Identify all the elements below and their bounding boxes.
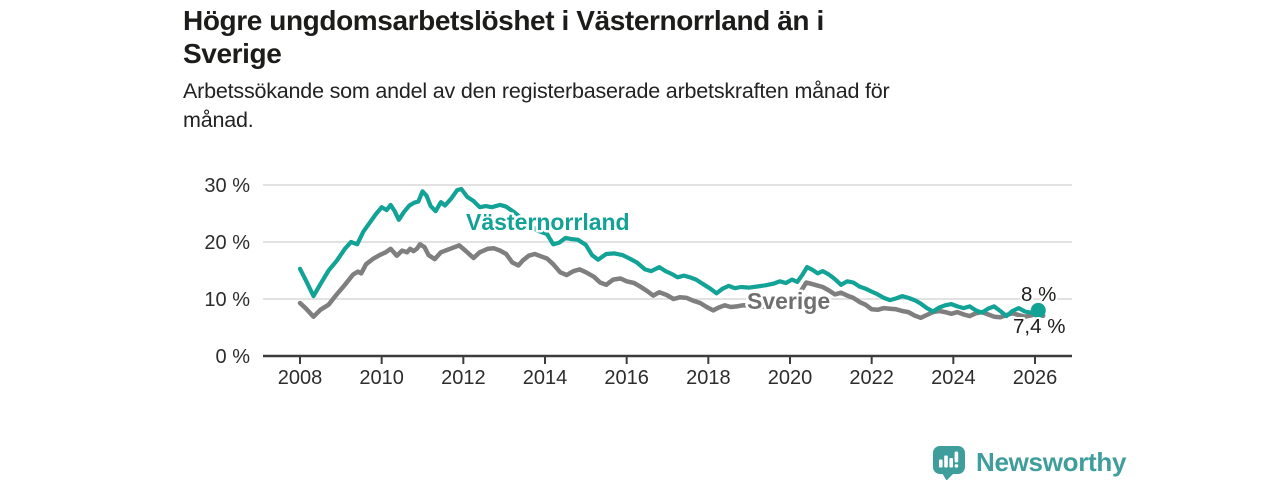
newsworthy-logo: Newsworthy [932, 444, 1126, 480]
sverige-series-label: Sverige [747, 288, 830, 314]
brand-name: Newsworthy [976, 447, 1127, 477]
gridlines [263, 184, 1072, 300]
x-tick-label-2018: 2018 [686, 367, 731, 389]
x-tick-label-2008: 2008 [278, 367, 323, 389]
x-tick-label-2012: 2012 [441, 367, 486, 389]
sverige-line [297, 242, 1046, 321]
y-axis-labels: 0 % 10 % 20 % 30 % [204, 175, 250, 368]
x-tick-label-2026: 2026 [1013, 367, 1058, 389]
x-tick-label-2024: 2024 [931, 367, 976, 389]
x-tick-label-2014: 2014 [523, 367, 568, 389]
y-tick-label-10: 10 % [204, 289, 250, 311]
y-tick-label-20: 20 % [204, 232, 250, 254]
x-tick-label-2016: 2016 [604, 367, 649, 389]
sverige-value-label: 7,4 % [1013, 315, 1065, 338]
series-lines [297, 186, 1046, 321]
vasternorrland-line [297, 186, 1041, 319]
y-tick-label-30: 30 % [204, 175, 250, 197]
y-tick-label-0: 0 % [216, 346, 251, 368]
vasternorrland-value-label: 8 % [1021, 283, 1056, 306]
x-tick-label-2010: 2010 [359, 367, 404, 389]
page-title: Högre ungdomsarbetslöshet i Västernorrla… [183, 5, 824, 69]
page-subtitle: Arbetssökande som andel av den registerb… [183, 79, 890, 132]
x-axis: 2008 2010 2012 2014 2016 2018 2020 2022 2024 2026 [263, 354, 1072, 389]
x-tick-label-2020: 2020 [768, 367, 813, 389]
vasternorrland-series-label: Västernorrland [466, 209, 630, 235]
bar-chart-speech-bubble-icon [933, 446, 965, 480]
x-tick-label-2022: 2022 [849, 367, 894, 389]
vasternorrland-end-dot [1030, 302, 1046, 318]
annotations: Västernorrland Sverige 8 % 7,4 % [464, 207, 1068, 341]
